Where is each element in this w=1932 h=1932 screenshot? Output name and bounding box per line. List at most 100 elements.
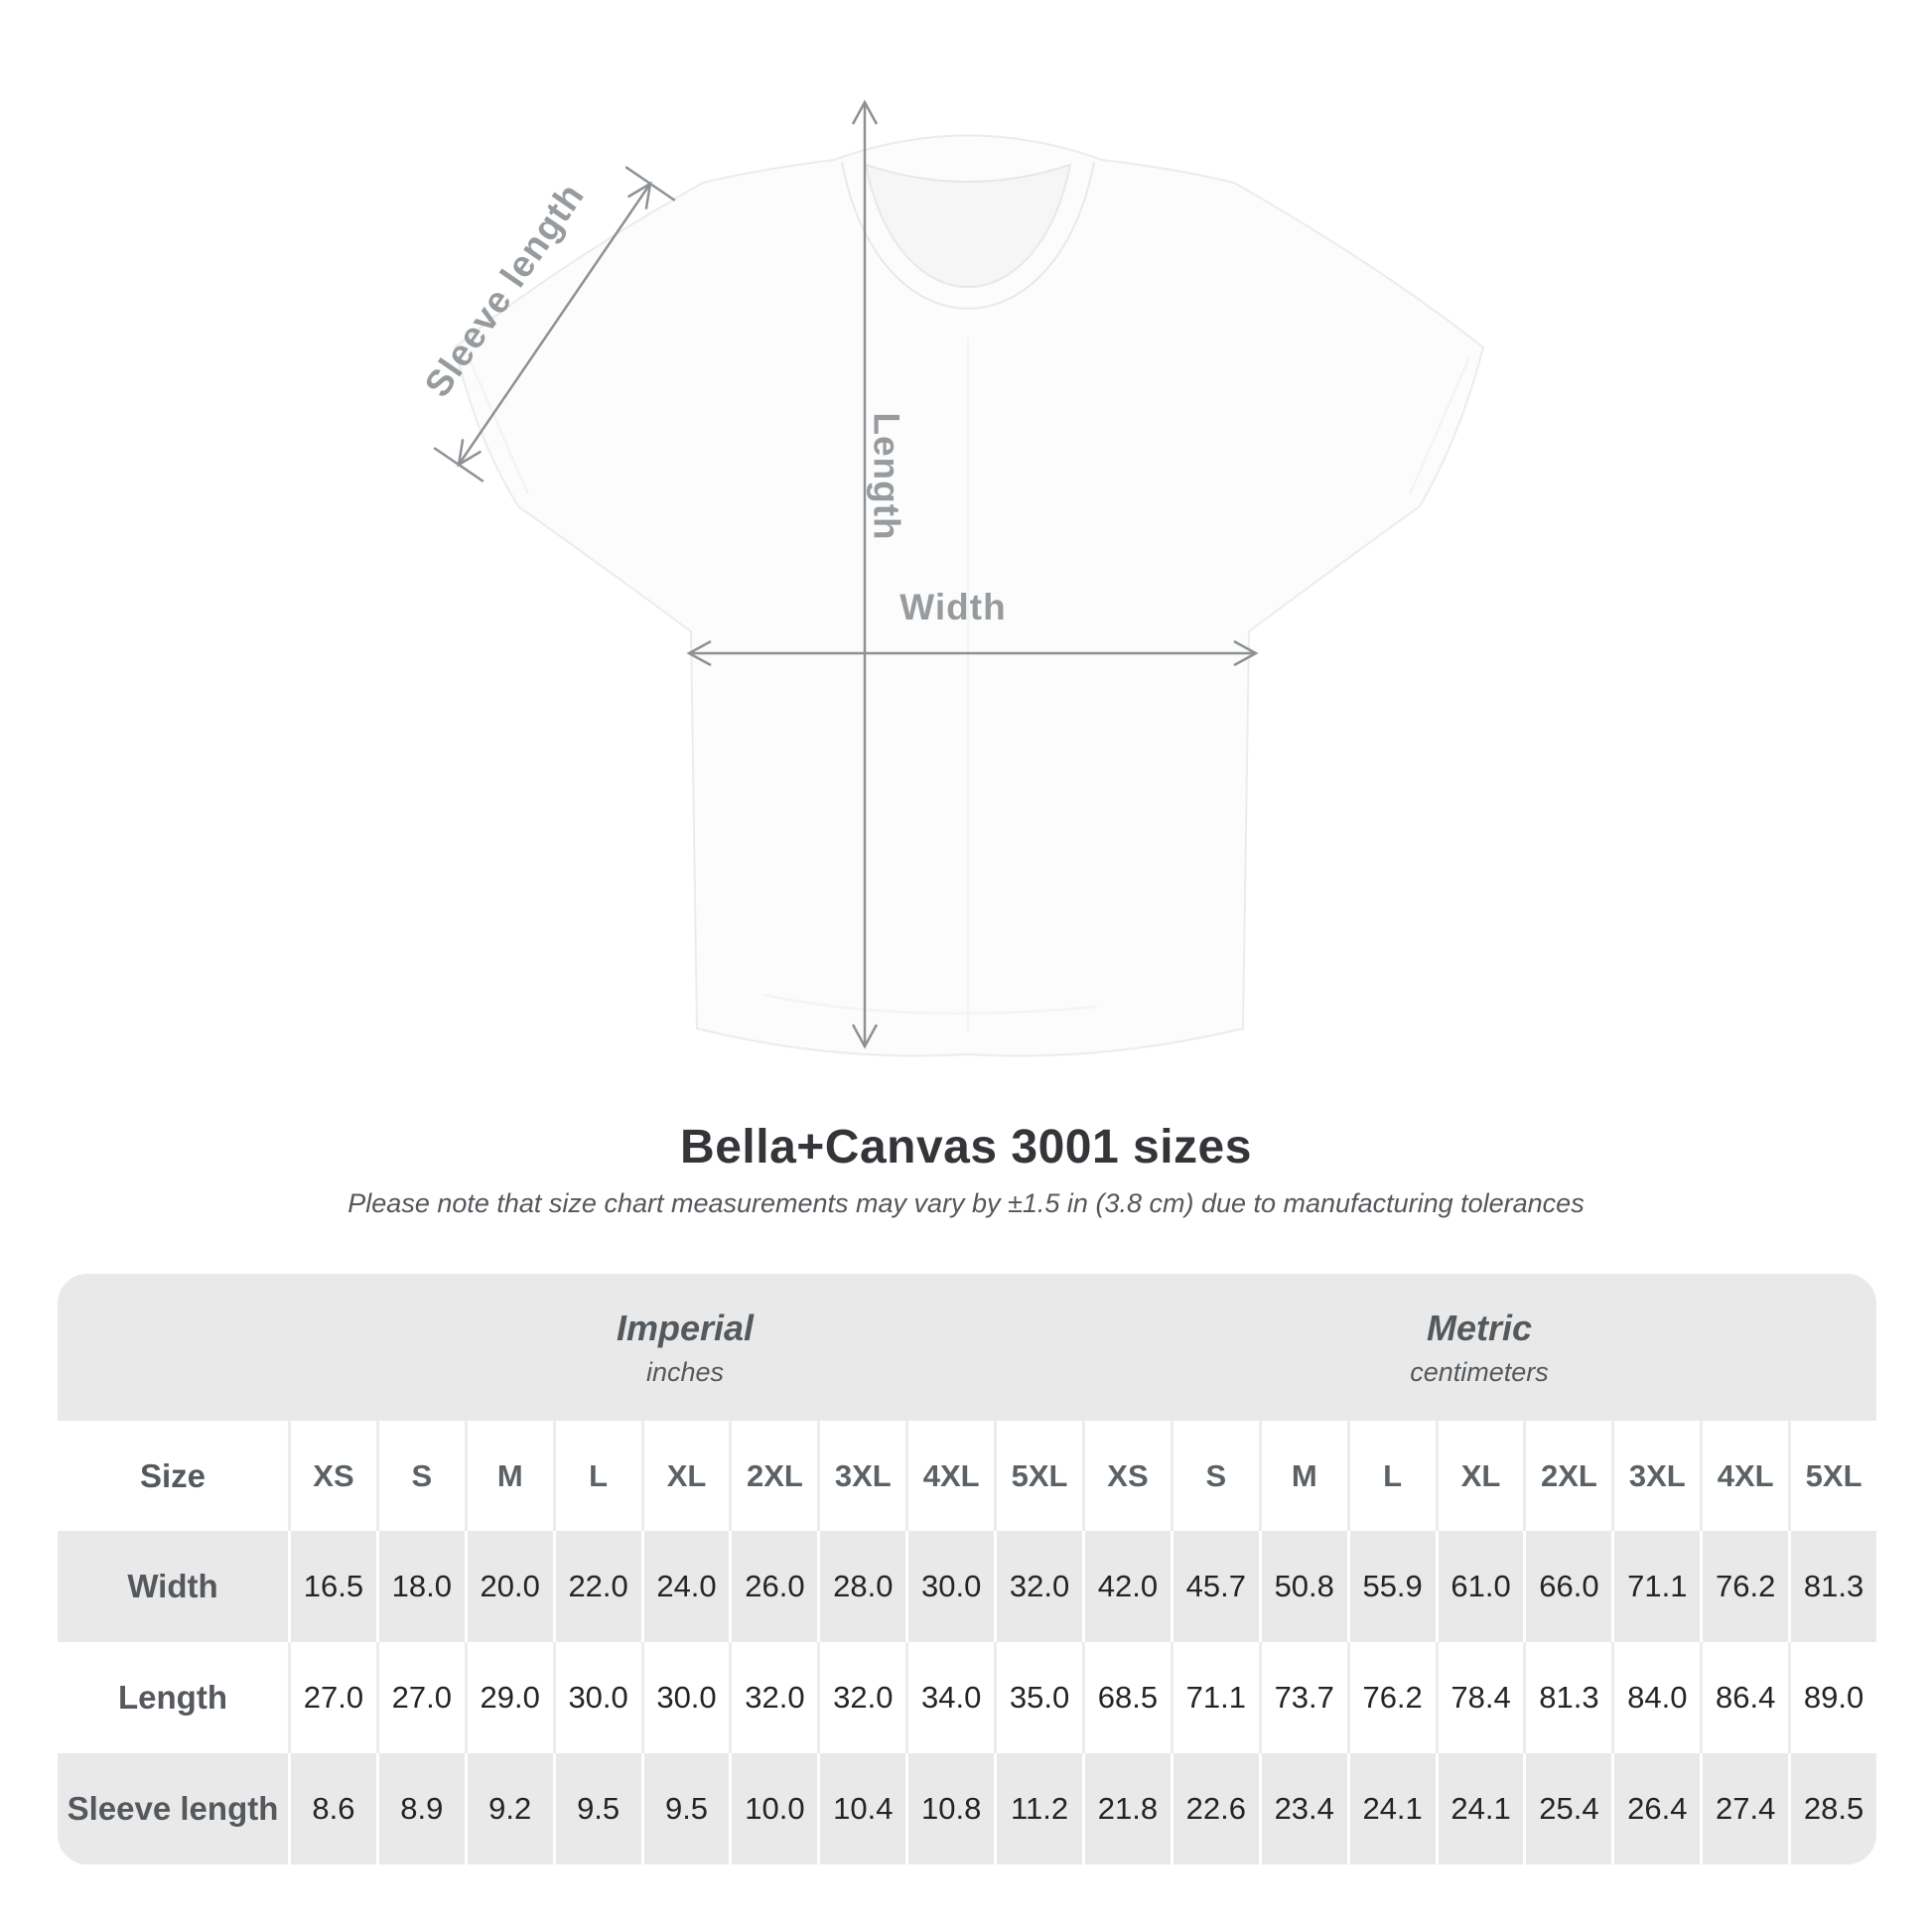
size-col-header: 3XL — [817, 1421, 905, 1531]
value-cell-imperial: 11.2 — [994, 1753, 1082, 1864]
value-cell-metric: 71.1 — [1611, 1531, 1700, 1642]
size-col-header: S — [1170, 1421, 1259, 1531]
tolerance-note: Please note that size chart measurements… — [347, 1188, 1585, 1218]
value-cell-metric: 73.7 — [1258, 1642, 1347, 1753]
value-cell-imperial: 10.4 — [817, 1753, 905, 1864]
measure-label: Width — [127, 1568, 218, 1604]
value-cell-imperial: 27.0 — [288, 1642, 376, 1753]
value-cell-imperial: 35.0 — [994, 1642, 1082, 1753]
value-cell-metric: 25.4 — [1523, 1753, 1611, 1864]
size-table-body: Size XS S M L XL 2XL 3XL 4XL 5XL XS S M L XL 2XL 3XL 4XL 5… — [58, 1421, 1876, 1864]
size-col-header: L — [552, 1421, 641, 1531]
value-cell-metric: 61.0 — [1435, 1531, 1524, 1642]
size-row-label: Size — [139, 1456, 207, 1494]
collar-inner-seam — [865, 164, 1071, 288]
size-col-header: XS — [1082, 1421, 1171, 1531]
unit-header-band: Imperial inches Metric centimeters — [58, 1274, 1876, 1421]
measure-label: Length — [118, 1679, 227, 1716]
size-col-header: 4XL — [905, 1421, 994, 1531]
size-col-header: 5XL — [994, 1421, 1082, 1531]
value-cell-metric: 84.0 — [1611, 1642, 1700, 1753]
value-cell-metric: 21.8 — [1082, 1753, 1171, 1864]
value-cell-imperial: 24.0 — [640, 1531, 730, 1642]
value-cell-imperial: 16.5 — [288, 1531, 376, 1642]
size-col-header: S — [375, 1421, 465, 1531]
value-cell-metric: 76.2 — [1346, 1642, 1436, 1753]
metric-unit-label: centimeters — [1410, 1356, 1549, 1387]
size-col-header: M — [1258, 1421, 1347, 1531]
value-cell-imperial: 10.8 — [905, 1753, 994, 1864]
value-cell-metric: 81.3 — [1523, 1642, 1611, 1753]
value-cell-imperial: 26.0 — [729, 1531, 817, 1642]
size-col-header: XL — [1435, 1421, 1524, 1531]
value-cell-metric: 27.4 — [1700, 1753, 1788, 1864]
value-cell-imperial: 18.0 — [375, 1531, 465, 1642]
tshirt-measurement-figure: Length Width Sleeve length — [417, 99, 1485, 1057]
value-cell-imperial: 20.0 — [464, 1531, 553, 1642]
value-cell-metric: 42.0 — [1082, 1531, 1171, 1642]
value-cell-metric: 24.1 — [1435, 1753, 1524, 1864]
size-col-header: 3XL — [1611, 1421, 1700, 1531]
value-cell-metric: 26.4 — [1611, 1753, 1700, 1864]
value-cell-metric: 68.5 — [1082, 1642, 1171, 1753]
value-cell-metric: 50.8 — [1258, 1531, 1347, 1642]
value-cell-imperial: 32.0 — [729, 1642, 817, 1753]
length-label: Length — [867, 412, 907, 540]
measure-row-length: Length 27.0 27.0 29.0 30.0 30.0 32.0 32.0 34.0 35… — [58, 1642, 1876, 1753]
title-block: Bella+Canvas 3001 sizes Please note that… — [0, 1120, 1932, 1219]
sleeve-dimension-arrow — [433, 166, 676, 483]
measure-label: Sleeve length — [67, 1790, 279, 1827]
value-cell-metric: 89.0 — [1788, 1642, 1876, 1753]
size-col-header: M — [464, 1421, 553, 1531]
size-col-header: XL — [640, 1421, 730, 1531]
value-cell-imperial: 34.0 — [905, 1642, 994, 1753]
value-cell-metric: 45.7 — [1170, 1531, 1259, 1642]
imperial-unit-label: inches — [645, 1356, 725, 1387]
measure-row-width: Width 16.5 18.0 20.0 22.0 24.0 26.0 28.0 30.0 32.… — [58, 1531, 1876, 1642]
value-cell-imperial: 29.0 — [464, 1642, 553, 1753]
value-cell-imperial: 30.0 — [552, 1642, 641, 1753]
value-cell-metric: 23.4 — [1258, 1753, 1347, 1864]
unit-band-spacer — [58, 1274, 288, 1421]
value-cell-imperial: 22.0 — [552, 1531, 641, 1642]
value-cell-imperial: 28.0 — [817, 1531, 905, 1642]
value-cell-metric: 28.5 — [1788, 1753, 1876, 1864]
value-cell-metric: 78.4 — [1435, 1642, 1524, 1753]
size-col-header: L — [1346, 1421, 1436, 1531]
value-cell-metric: 81.3 — [1788, 1531, 1876, 1642]
width-label: Width — [899, 587, 1006, 627]
value-cell-imperial: 30.0 — [905, 1531, 994, 1642]
value-cell-imperial: 9.5 — [552, 1753, 641, 1864]
hem-wrinkle — [763, 993, 1098, 1015]
value-cell-imperial: 8.6 — [288, 1753, 376, 1864]
value-cell-imperial: 27.0 — [375, 1642, 465, 1753]
width-dimension-arrow — [686, 639, 1259, 667]
value-cell-imperial: 10.0 — [729, 1753, 817, 1864]
imperial-group-header: Imperial inches — [288, 1274, 1082, 1421]
size-col-header: 5XL — [1788, 1421, 1876, 1531]
value-cell-metric: 24.1 — [1346, 1753, 1436, 1864]
size-col-header: 2XL — [729, 1421, 817, 1531]
metric-group-header: Metric centimeters — [1082, 1274, 1876, 1421]
value-cell-metric: 86.4 — [1700, 1642, 1788, 1753]
metric-label: Metric — [1426, 1307, 1533, 1348]
length-dimension-arrow — [851, 99, 879, 1049]
imperial-label: Imperial — [616, 1307, 755, 1348]
value-cell-imperial: 32.0 — [817, 1642, 905, 1753]
value-cell-imperial: 9.5 — [640, 1753, 730, 1864]
value-cell-metric: 55.9 — [1346, 1531, 1436, 1642]
value-cell-metric: 66.0 — [1523, 1531, 1611, 1642]
value-cell-imperial: 8.9 — [375, 1753, 465, 1864]
value-cell-imperial: 30.0 — [640, 1642, 730, 1753]
value-cell-metric: 76.2 — [1700, 1531, 1788, 1642]
size-col-header: XS — [288, 1421, 376, 1531]
size-header-row: Size XS S M L XL 2XL 3XL 4XL 5XL XS S M L XL 2XL 3XL 4XL 5… — [58, 1421, 1876, 1531]
value-cell-imperial: 9.2 — [464, 1753, 553, 1864]
value-cell-metric: 22.6 — [1170, 1753, 1259, 1864]
size-col-header: 2XL — [1523, 1421, 1611, 1531]
right-cuff-seam — [1408, 356, 1471, 495]
page-title: Bella+Canvas 3001 sizes — [680, 1121, 1252, 1173]
value-cell-metric: 71.1 — [1170, 1642, 1259, 1753]
size-col-header: 4XL — [1700, 1421, 1788, 1531]
